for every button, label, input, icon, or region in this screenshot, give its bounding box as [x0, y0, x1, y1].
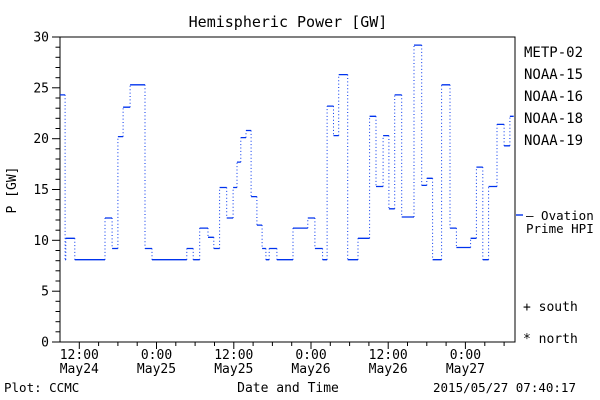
y-tick-label: 15 [33, 183, 49, 198]
x-tick-time: 12:00 [369, 348, 408, 363]
x-tick-time: 12:00 [214, 348, 253, 363]
x-tick-date: May26 [291, 362, 330, 377]
y-tick-labels: 0 5 10 15 20 25 30 [33, 31, 49, 351]
x-tick-date: May25 [137, 362, 176, 377]
legend-metp-02: METP-02 [524, 45, 583, 61]
legend-noaa-18: NOAA-18 [524, 111, 583, 127]
ovation-label-line1: — Ovation [526, 208, 594, 223]
timestamp: 2015/05/27 07:40:17 [433, 380, 576, 395]
y-tick-label: 30 [33, 31, 49, 46]
x-tick-time: 12:00 [60, 348, 99, 363]
legend-noaa-16: NOAA-16 [524, 89, 583, 105]
hpi-curve-horizontals [60, 44, 514, 261]
legend-noaa-15: NOAA-15 [524, 67, 583, 83]
y-tick-label: 10 [33, 234, 49, 249]
y-tick-label: 5 [41, 285, 49, 300]
y-tick-label: 20 [33, 132, 49, 147]
x-tick-date: May26 [369, 362, 408, 377]
x-tick-date: May24 [60, 362, 99, 377]
x-tick-labels: 12:00May240:00May2512:00May250:00May2612… [60, 348, 485, 377]
plot-credit: Plot: CCMC [4, 380, 79, 395]
y-tick-label: 0 [41, 336, 49, 351]
y-axis-label: P [GW] [5, 167, 20, 214]
axis-ticks [52, 36, 505, 349]
x-tick-date: May27 [446, 362, 485, 377]
x-axis-label: Date and Time [237, 381, 339, 396]
ovation-label-line2: Prime HPI [526, 221, 594, 236]
hpi-step-curve [60, 44, 514, 261]
hpi-curve-verticals [64, 45, 511, 260]
y-tick-label: 25 [33, 81, 49, 96]
x-tick-date: May25 [214, 362, 253, 377]
plot-title: Hemispheric Power [GW] [189, 13, 388, 31]
legend-noaa-19: NOAA-19 [524, 133, 583, 149]
x-tick-time: 0:00 [450, 348, 481, 363]
x-tick-time: 0:00 [295, 348, 326, 363]
north-marker-label: * north [523, 332, 578, 347]
south-marker-label: + south [523, 300, 578, 315]
x-tick-time: 0:00 [141, 348, 172, 363]
